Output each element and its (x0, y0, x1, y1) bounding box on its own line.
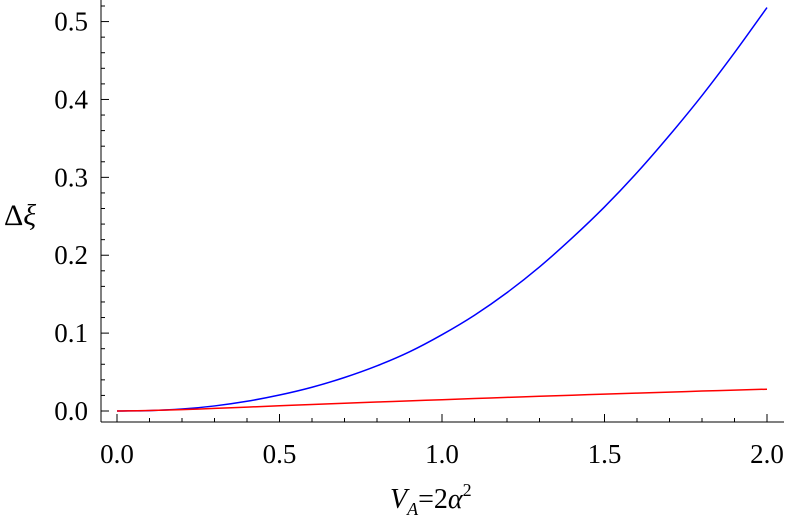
y-axis-title: Δξ (4, 199, 36, 232)
series-line-red (116, 388, 768, 412)
x-tick-labels: 0.0 0.5 1.0 1.5 2.0 (100, 439, 784, 469)
y-tick-label: 0.4 (54, 84, 88, 114)
x-axis-title-alpha: α (448, 484, 464, 515)
y-axis-title-var: ξ (23, 199, 36, 232)
x-tick-label: 0.5 (263, 439, 297, 469)
x-axis-title: VA=2α2 (390, 480, 472, 519)
y-tick-label: 0.2 (54, 240, 88, 270)
y-tick-labels: 0.0 0.1 0.2 0.3 0.4 0.5 (54, 7, 88, 426)
x-tick-label: 0.0 (100, 439, 134, 469)
x-axis-title-var: V (390, 484, 410, 515)
x-axis-title-sub: A (406, 499, 419, 519)
series-line-blue (116, 7, 768, 412)
axes (100, 0, 784, 423)
minor-ticks (101, 5, 735, 422)
major-ticks (101, 21, 768, 422)
y-axis-title-text: Δ (4, 199, 23, 232)
x-axis-title-sup: 2 (463, 480, 472, 500)
y-tick-label: 0.3 (54, 162, 88, 192)
x-tick-label: 2.0 (750, 439, 784, 469)
x-axis-title-eq: =2 (418, 484, 448, 515)
x-tick-label: 1.0 (425, 439, 459, 469)
y-tick-label: 0.5 (54, 7, 88, 37)
y-tick-label: 0.1 (54, 318, 88, 348)
series-group (116, 7, 768, 412)
y-tick-label: 0.0 (54, 396, 88, 426)
x-tick-label: 1.5 (588, 439, 622, 469)
